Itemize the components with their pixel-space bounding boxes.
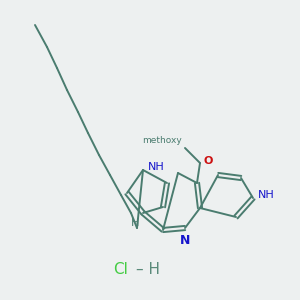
Text: NH: NH <box>148 162 164 172</box>
Text: – H: – H <box>136 262 160 278</box>
Text: Cl: Cl <box>112 262 128 278</box>
Text: H: H <box>131 218 140 227</box>
Text: N: N <box>180 234 190 247</box>
Text: methoxy: methoxy <box>142 136 182 145</box>
Text: O: O <box>204 157 213 166</box>
Text: NH: NH <box>257 190 274 200</box>
